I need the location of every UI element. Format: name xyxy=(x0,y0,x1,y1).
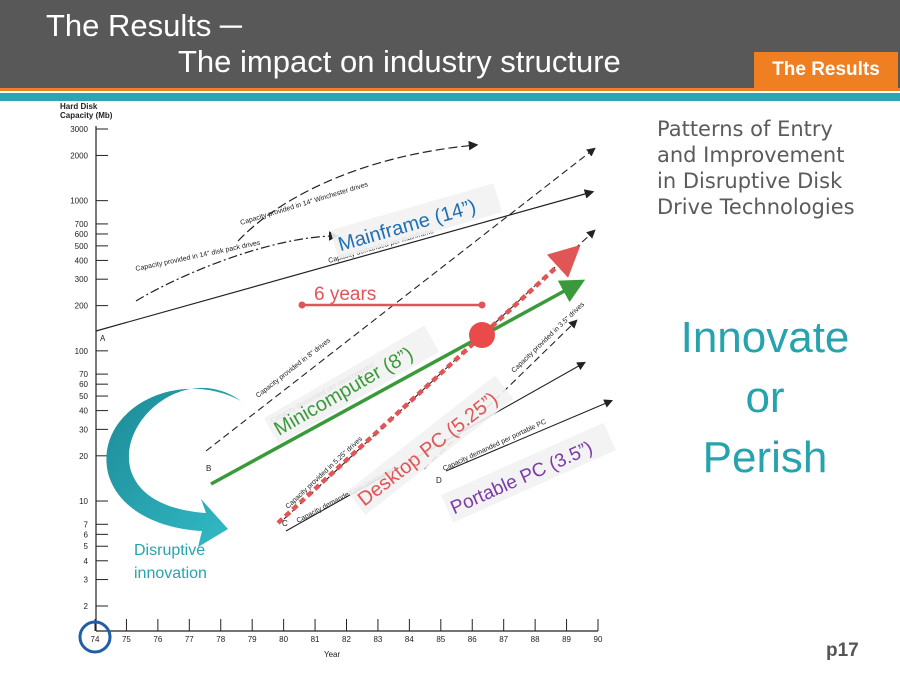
y-tick-label: 300 xyxy=(75,275,89,284)
x-tick-label: 80 xyxy=(279,635,288,644)
slide-title-line2: The impact on industry structure xyxy=(178,44,621,79)
y-tick-label: 20 xyxy=(79,452,88,461)
disk-drive-diagram: Hard Disk Capacity (Mb) 3000 2000 1000 700 6… xyxy=(36,101,637,661)
y-tick-label: 3 xyxy=(84,576,89,585)
x-tick-label: 77 xyxy=(185,635,194,644)
x-tick-label: 85 xyxy=(436,635,445,644)
mainframe-callout-bg xyxy=(330,183,502,260)
portable-callout-text: Portable PC (3.5”) xyxy=(448,438,596,519)
slogan-line2: or xyxy=(745,373,785,422)
y-axis-title-line1: Hard Disk xyxy=(60,102,98,111)
side-caption-line1: Patterns of Entry xyxy=(657,117,833,141)
disruptive-label-line1: Disruptive xyxy=(134,542,205,559)
x-tick-label: 75 xyxy=(122,635,131,644)
disk-pack-capacity-line xyxy=(135,231,339,302)
minicomputer-callout-text: Minicomputer (8”) xyxy=(270,343,417,440)
portable-callout-bg xyxy=(441,422,616,523)
y-tick-label: 30 xyxy=(79,425,88,434)
header-teal-bar xyxy=(0,93,900,101)
six-years-label: 6 years xyxy=(314,284,376,305)
portable-demand-line xyxy=(445,399,614,472)
x-tick-label: 83 xyxy=(373,635,382,644)
y-tick-label: 700 xyxy=(75,220,89,229)
winchester-line-label: Capacity provided in 14" Winchester driv… xyxy=(240,181,370,227)
disk-pack-line-label: Capacity provided in 14" disk pack drive… xyxy=(135,240,262,273)
x-tick-label: 87 xyxy=(499,635,508,644)
x-tick-label: 78 xyxy=(216,635,225,644)
six-years-start-dot xyxy=(298,301,306,309)
point-label-a: A xyxy=(100,334,106,343)
y-tick-label: 200 xyxy=(75,302,89,311)
y-tick-label: 7 xyxy=(84,520,89,529)
y-tick-label: 100 xyxy=(75,347,89,356)
x-tick-label: 90 xyxy=(594,635,603,644)
y-tick-label: 4 xyxy=(84,557,89,566)
x-axis-title: Year xyxy=(324,650,341,659)
provided-525-inch-line xyxy=(283,229,596,520)
y-tick-label: 5 xyxy=(84,542,89,551)
title-bar xyxy=(0,0,900,90)
minicomputer-callout: Minicomputer (8”) xyxy=(263,325,440,445)
provided-525-inch-label: Capacity provided in 5.25" drives xyxy=(285,435,365,510)
side-caption: Patterns of Entry and Improvement in Dis… xyxy=(657,116,887,220)
minicomputer-demand-line xyxy=(210,279,586,486)
mainframe-callout: Mainframe (14”) xyxy=(330,183,502,260)
portable-callout: Portable PC (3.5”) xyxy=(441,422,616,523)
x-tick-label: 82 xyxy=(342,635,351,644)
winchester-capacity-line xyxy=(237,140,479,242)
x-tick-label: 76 xyxy=(153,635,162,644)
point-label-d: D xyxy=(436,476,442,485)
y-tick-label: 70 xyxy=(79,370,88,379)
provided-35-inch-label: Capacity provided in 3.5" drives xyxy=(511,301,587,375)
x-tick-label: 89 xyxy=(562,635,571,644)
y-tick-label: 60 xyxy=(79,380,88,389)
header-accent-line xyxy=(0,88,900,91)
y-tick-label: 2 xyxy=(84,602,89,611)
x-tick-label: 88 xyxy=(531,635,540,644)
side-caption-line4: Drive Technologies xyxy=(657,195,855,219)
x-tick-label: 81 xyxy=(311,635,320,644)
y-tick-label: 2000 xyxy=(70,151,88,160)
y-tick-label: 400 xyxy=(75,256,89,265)
slide-title-line1: The Results ─ xyxy=(46,8,242,43)
year-74-highlight-circle xyxy=(78,620,112,654)
side-caption-line2: and Improvement xyxy=(657,143,845,167)
point-label-c: C xyxy=(282,519,288,528)
slogan: Innovate or Perish xyxy=(650,308,880,488)
x-tick-label: 79 xyxy=(248,635,257,644)
y-tick-label: 6 xyxy=(84,530,89,539)
x-tick-label: 74 xyxy=(91,635,100,644)
x-tick-label: 84 xyxy=(405,635,414,644)
desktop-trend-dashed-line xyxy=(276,244,581,525)
y-tick-label: 40 xyxy=(79,407,88,416)
crossover-point xyxy=(469,322,495,348)
y-axis-title-line2: Capacity (Mb) xyxy=(60,111,113,120)
slogan-line1: Innovate xyxy=(680,313,850,362)
y-tick-label: 50 xyxy=(79,392,88,401)
disruptive-label-line2: innovation xyxy=(134,565,207,582)
y-tick-label: 3000 xyxy=(70,125,88,134)
provided-8-inch-line xyxy=(205,147,596,452)
y-tick-label: 600 xyxy=(75,230,89,239)
y-tick-label: 500 xyxy=(75,242,89,251)
disruptive-innovation-arrow xyxy=(106,387,242,547)
point-label-b: B xyxy=(206,464,211,473)
mainframe-demand-line xyxy=(95,189,595,332)
desktop-callout-bg xyxy=(346,375,514,515)
x-tick-label: 86 xyxy=(468,635,477,644)
slogan-line3: Perish xyxy=(702,433,828,482)
y-tick-label: 1000 xyxy=(70,197,88,206)
minicomputer-callout-bg xyxy=(263,325,440,445)
diagram-svg: Hard Disk Capacity (Mb) 3000200010007006… xyxy=(60,102,616,659)
y-tick-label: 10 xyxy=(79,497,88,506)
section-tag: The Results xyxy=(754,52,898,88)
page-number: p17 xyxy=(826,640,859,661)
six-years-end-dot xyxy=(478,301,486,309)
side-caption-line3: in Disruptive Disk xyxy=(657,169,843,193)
x-axis-ticks: 74 75 76 77 78 79 80 81 82 83 84 85 86 87 88 89 90 xyxy=(91,619,603,644)
